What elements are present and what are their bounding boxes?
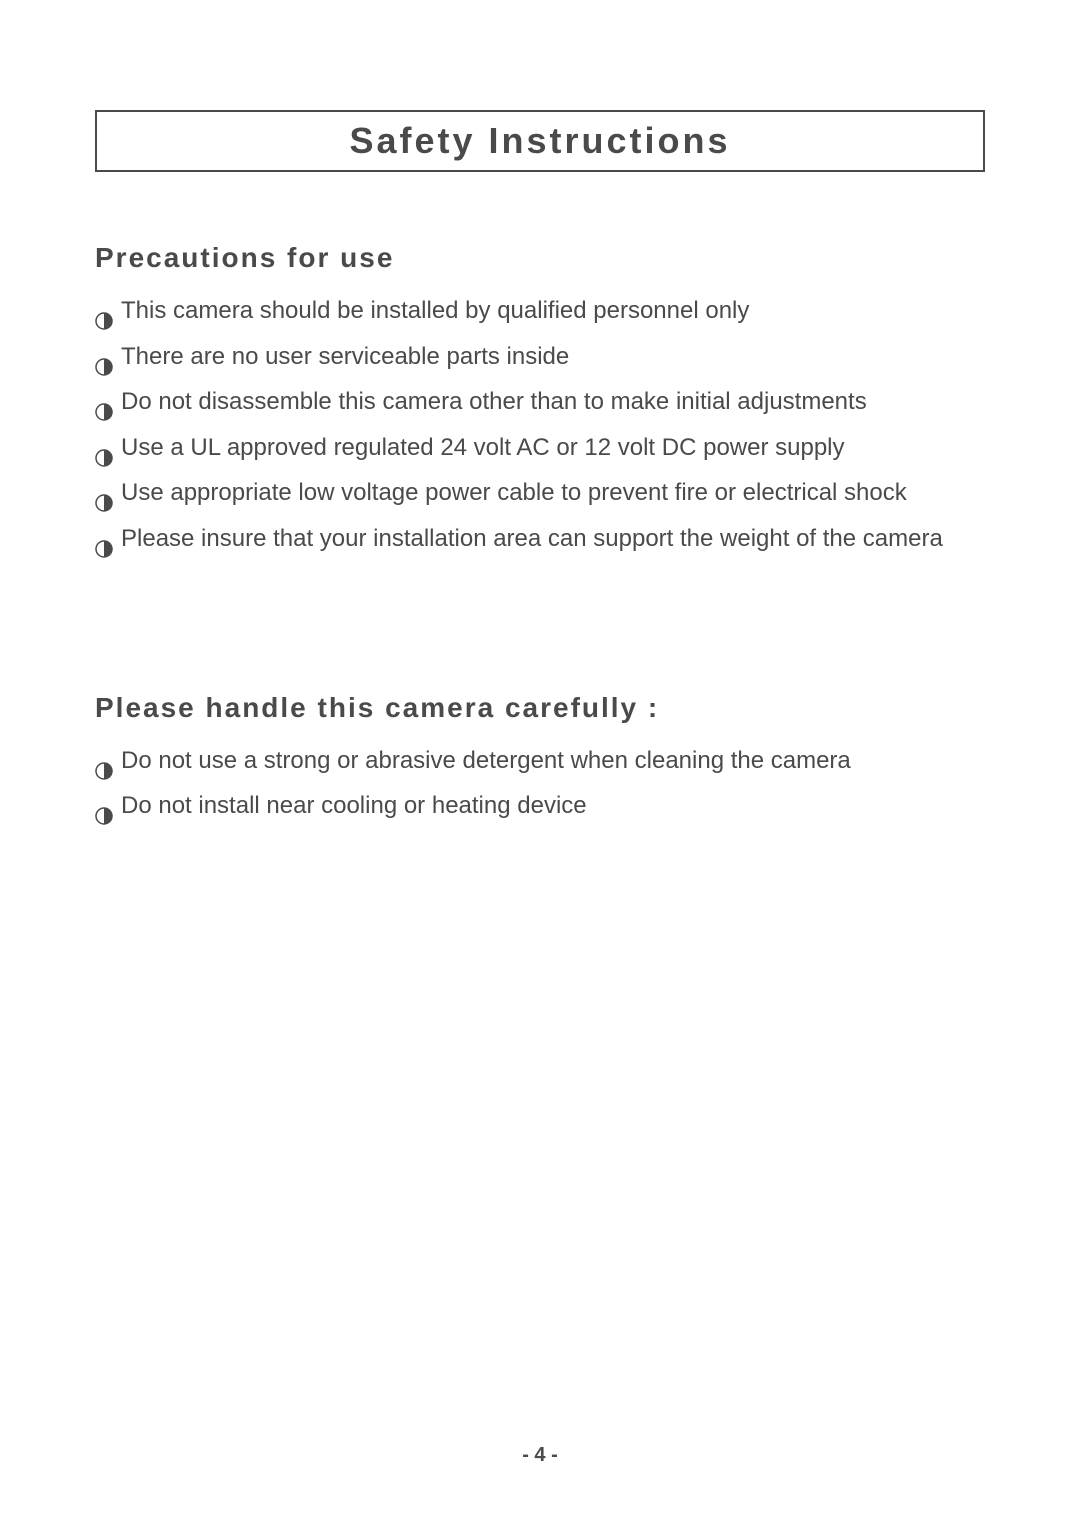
list-item: Please insure that your installation are… bbox=[95, 516, 985, 562]
list-item: Do not disassemble this camera other tha… bbox=[95, 379, 985, 425]
list-item-text: This camera should be installed by quali… bbox=[121, 288, 749, 334]
bullet-icon bbox=[95, 391, 113, 409]
bullet-icon bbox=[95, 482, 113, 500]
bullet-icon bbox=[95, 346, 113, 364]
list-item: This camera should be installed by quali… bbox=[95, 288, 985, 334]
page-title: Safety Instructions bbox=[97, 120, 983, 162]
list-item-text: Do not disassemble this camera other tha… bbox=[121, 379, 867, 425]
list-item-text: Please insure that your installation are… bbox=[121, 516, 943, 562]
list-item-text: There are no user serviceable parts insi… bbox=[121, 334, 569, 380]
bullet-icon bbox=[95, 300, 113, 318]
precautions-list: This camera should be installed by quali… bbox=[95, 288, 985, 562]
bullet-icon bbox=[95, 528, 113, 546]
list-item: Do not install near cooling or heating d… bbox=[95, 783, 985, 829]
section-heading-handle: Please handle this camera carefully : bbox=[95, 692, 985, 724]
list-item-text: Do not install near cooling or heating d… bbox=[121, 783, 587, 829]
list-item: Use a UL approved regulated 24 volt AC o… bbox=[95, 425, 985, 471]
list-item-text: Do not use a strong or abrasive detergen… bbox=[121, 738, 851, 784]
page-number: - 4 - bbox=[0, 1444, 1080, 1467]
bullet-icon bbox=[95, 437, 113, 455]
list-item-text: Use a UL approved regulated 24 volt AC o… bbox=[121, 425, 845, 471]
bullet-icon bbox=[95, 750, 113, 768]
section-heading-precautions: Precautions for use bbox=[95, 242, 985, 274]
handle-list: Do not use a strong or abrasive detergen… bbox=[95, 738, 985, 829]
title-box: Safety Instructions bbox=[95, 110, 985, 172]
list-item: Do not use a strong or abrasive detergen… bbox=[95, 738, 985, 784]
list-item: There are no user serviceable parts insi… bbox=[95, 334, 985, 380]
bullet-icon bbox=[95, 795, 113, 813]
list-item: Use appropriate low voltage power cable … bbox=[95, 470, 985, 516]
list-item-text: Use appropriate low voltage power cable … bbox=[121, 470, 907, 516]
